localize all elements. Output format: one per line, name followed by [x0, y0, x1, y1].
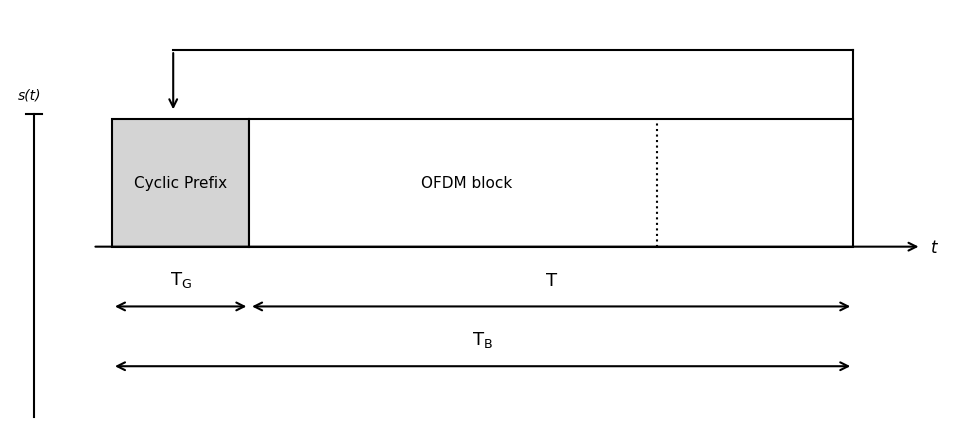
- Text: Cyclic Prefix: Cyclic Prefix: [135, 176, 227, 191]
- Text: t: t: [931, 238, 938, 256]
- Text: OFDM block: OFDM block: [421, 176, 512, 191]
- Text: $\mathregular{T_{G}}$: $\mathregular{T_{G}}$: [170, 270, 192, 290]
- Bar: [112, 119, 250, 247]
- Text: T: T: [546, 272, 557, 290]
- Text: $\mathregular{T_{B}}$: $\mathregular{T_{B}}$: [472, 329, 493, 349]
- Bar: [250, 119, 853, 247]
- Text: s(t): s(t): [18, 88, 41, 102]
